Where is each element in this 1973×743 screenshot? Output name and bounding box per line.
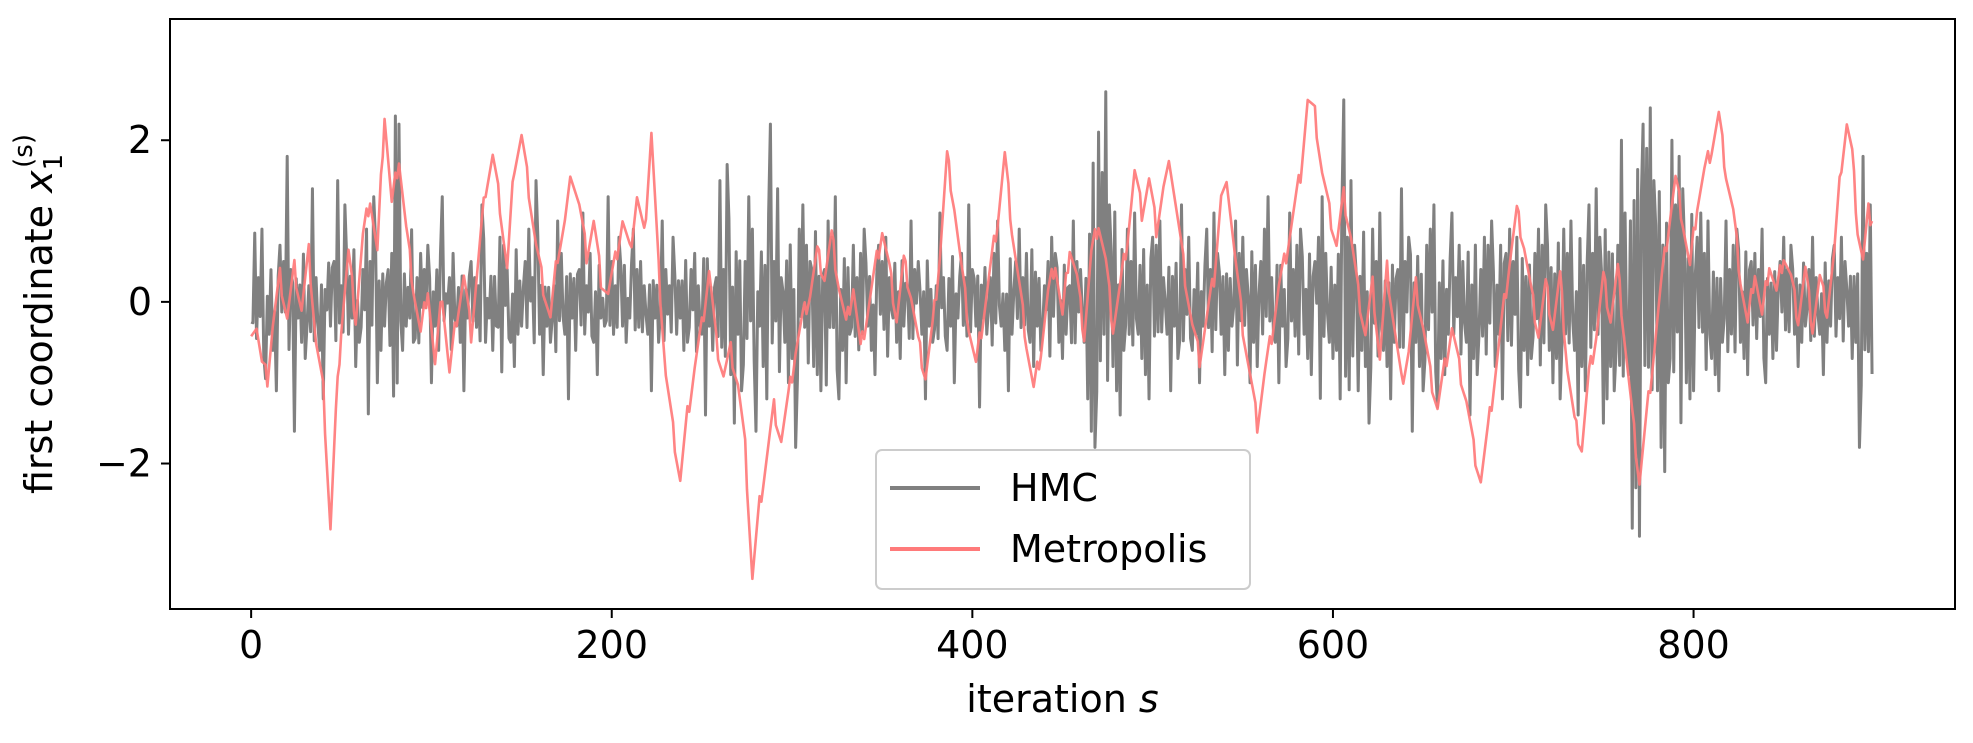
y-axis-label-subscript: 1 [39,154,69,171]
y-tick-label: 0 [128,280,152,324]
legend-box [875,449,1251,590]
x-axis-ticks: 0 200 400 600 800 [239,609,1730,667]
x-tick-label: 400 [936,623,1009,667]
y-axis-ticks: −2 0 2 [96,118,170,486]
y-axis-label: first coordinate x1(s) [9,134,69,494]
legend-metropolis-label: Metropolis [1010,527,1207,571]
x-tick-label: 0 [239,623,263,667]
axes-frame [169,18,1956,610]
y-tick-label: −2 [96,442,152,486]
y-axis-label-superscript: (s) [9,134,39,168]
x-tick-label: 600 [1297,623,1370,667]
x-tick-label: 200 [575,623,648,667]
series-layer [250,90,1874,581]
legend-hmc-label: HMC [1010,466,1098,510]
y-tick-label: 2 [128,118,152,162]
legend: HMC Metropolis [875,449,1251,590]
hmc-series-line [250,90,1874,538]
metropolis-series-line [250,98,1874,581]
x-axis-label: iteration s [966,677,1158,721]
x-tick-label: 800 [1657,623,1730,667]
